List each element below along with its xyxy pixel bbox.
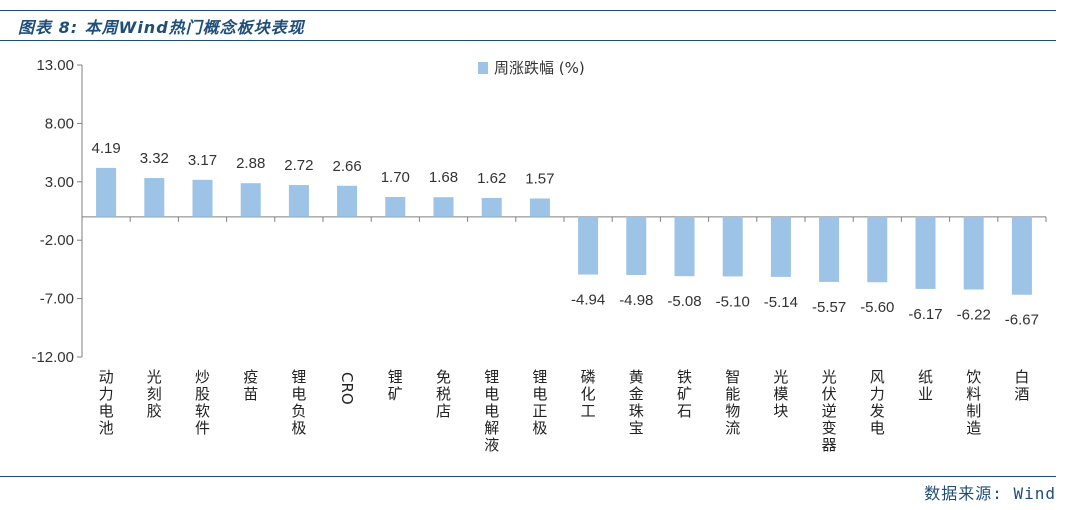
bar xyxy=(240,183,261,217)
data-label: -5.60 xyxy=(860,299,894,316)
bar xyxy=(481,197,502,217)
y-tick-label: -2.00 xyxy=(40,232,74,249)
category-label: 光刻胶 xyxy=(147,368,162,420)
bar xyxy=(529,198,550,217)
data-label: -6.17 xyxy=(908,306,942,323)
category-label: 炒股软件 xyxy=(195,368,210,437)
y-tick-label: -12.00 xyxy=(31,349,74,366)
data-label: -5.14 xyxy=(764,294,798,311)
category-label: 磷化工 xyxy=(581,368,596,420)
bar xyxy=(433,197,454,217)
bar xyxy=(867,216,888,283)
data-label: -5.08 xyxy=(667,293,701,310)
bar xyxy=(96,167,117,217)
y-tick-label: 3.00 xyxy=(45,174,74,191)
category-label: 锂电电解液 xyxy=(484,368,499,454)
data-label: 3.17 xyxy=(188,152,217,169)
data-label: 2.88 xyxy=(236,155,265,172)
bar xyxy=(385,196,406,217)
category-label: CRO xyxy=(338,372,356,405)
data-label: 2.72 xyxy=(284,157,313,174)
bar xyxy=(144,178,165,217)
category-label: 锂电正极 xyxy=(532,368,547,437)
category-label: 锂电负极 xyxy=(291,368,306,437)
title-bottom-rule xyxy=(0,40,1056,41)
category-label: 光模块 xyxy=(773,368,788,420)
bar xyxy=(1011,216,1032,295)
bar-chart: 13.00 8.00 3.00 -2.00 -7.00 -12.00 4.19 动力电池 3.3… xyxy=(31,57,1047,454)
bar xyxy=(192,179,213,217)
figure-title: 图表 8: 本周Wind热门概念板块表现 xyxy=(18,18,305,37)
category-label: 纸业 xyxy=(918,368,933,403)
bar xyxy=(722,216,743,277)
data-label: -4.94 xyxy=(571,292,605,309)
bar xyxy=(626,216,647,276)
y-tick-label: 13.00 xyxy=(36,57,74,74)
y-tick-label: -7.00 xyxy=(40,291,74,308)
data-label: -5.10 xyxy=(716,293,750,310)
title-top-rule xyxy=(0,10,1056,11)
category-label: 锂矿 xyxy=(388,368,403,403)
bar xyxy=(337,185,358,217)
category-label: 疫苗 xyxy=(243,368,258,403)
category-label: 免税店 xyxy=(436,368,451,420)
data-label: 1.62 xyxy=(477,170,506,187)
category-label: 饮料制造 xyxy=(966,368,981,437)
category-label: 铁矿石 xyxy=(677,368,692,420)
data-label: 1.68 xyxy=(429,169,458,186)
data-label: -6.22 xyxy=(957,306,991,323)
data-label: -4.98 xyxy=(619,292,653,309)
legend-label: 周涨跌幅 (%) xyxy=(494,59,585,77)
category-label: 风力发电 xyxy=(870,368,885,437)
category-label: 动力电池 xyxy=(99,368,114,437)
bar xyxy=(963,216,984,290)
category-label: 光伏逆变器 xyxy=(822,368,837,454)
data-label: 2.66 xyxy=(332,158,361,175)
category-label: 白酒 xyxy=(1014,368,1029,403)
bar xyxy=(915,216,936,289)
bar xyxy=(770,216,791,277)
data-label: -5.57 xyxy=(812,299,846,316)
legend-swatch xyxy=(478,62,488,74)
bar xyxy=(819,216,840,282)
bar xyxy=(674,216,695,277)
data-label: 1.70 xyxy=(381,169,410,186)
data-label: 1.57 xyxy=(525,171,554,188)
source-note: 数据来源: Wind xyxy=(924,484,1056,503)
category-label: 黄金珠宝 xyxy=(629,368,644,437)
footer-rule xyxy=(0,476,1056,477)
data-label: -6.67 xyxy=(1005,312,1039,329)
data-label: 4.19 xyxy=(91,140,120,157)
data-label: 3.32 xyxy=(140,150,169,167)
bar xyxy=(288,185,309,217)
category-label: 智能物流 xyxy=(725,368,740,437)
y-tick-label: 8.00 xyxy=(45,115,74,132)
bar xyxy=(578,216,599,275)
